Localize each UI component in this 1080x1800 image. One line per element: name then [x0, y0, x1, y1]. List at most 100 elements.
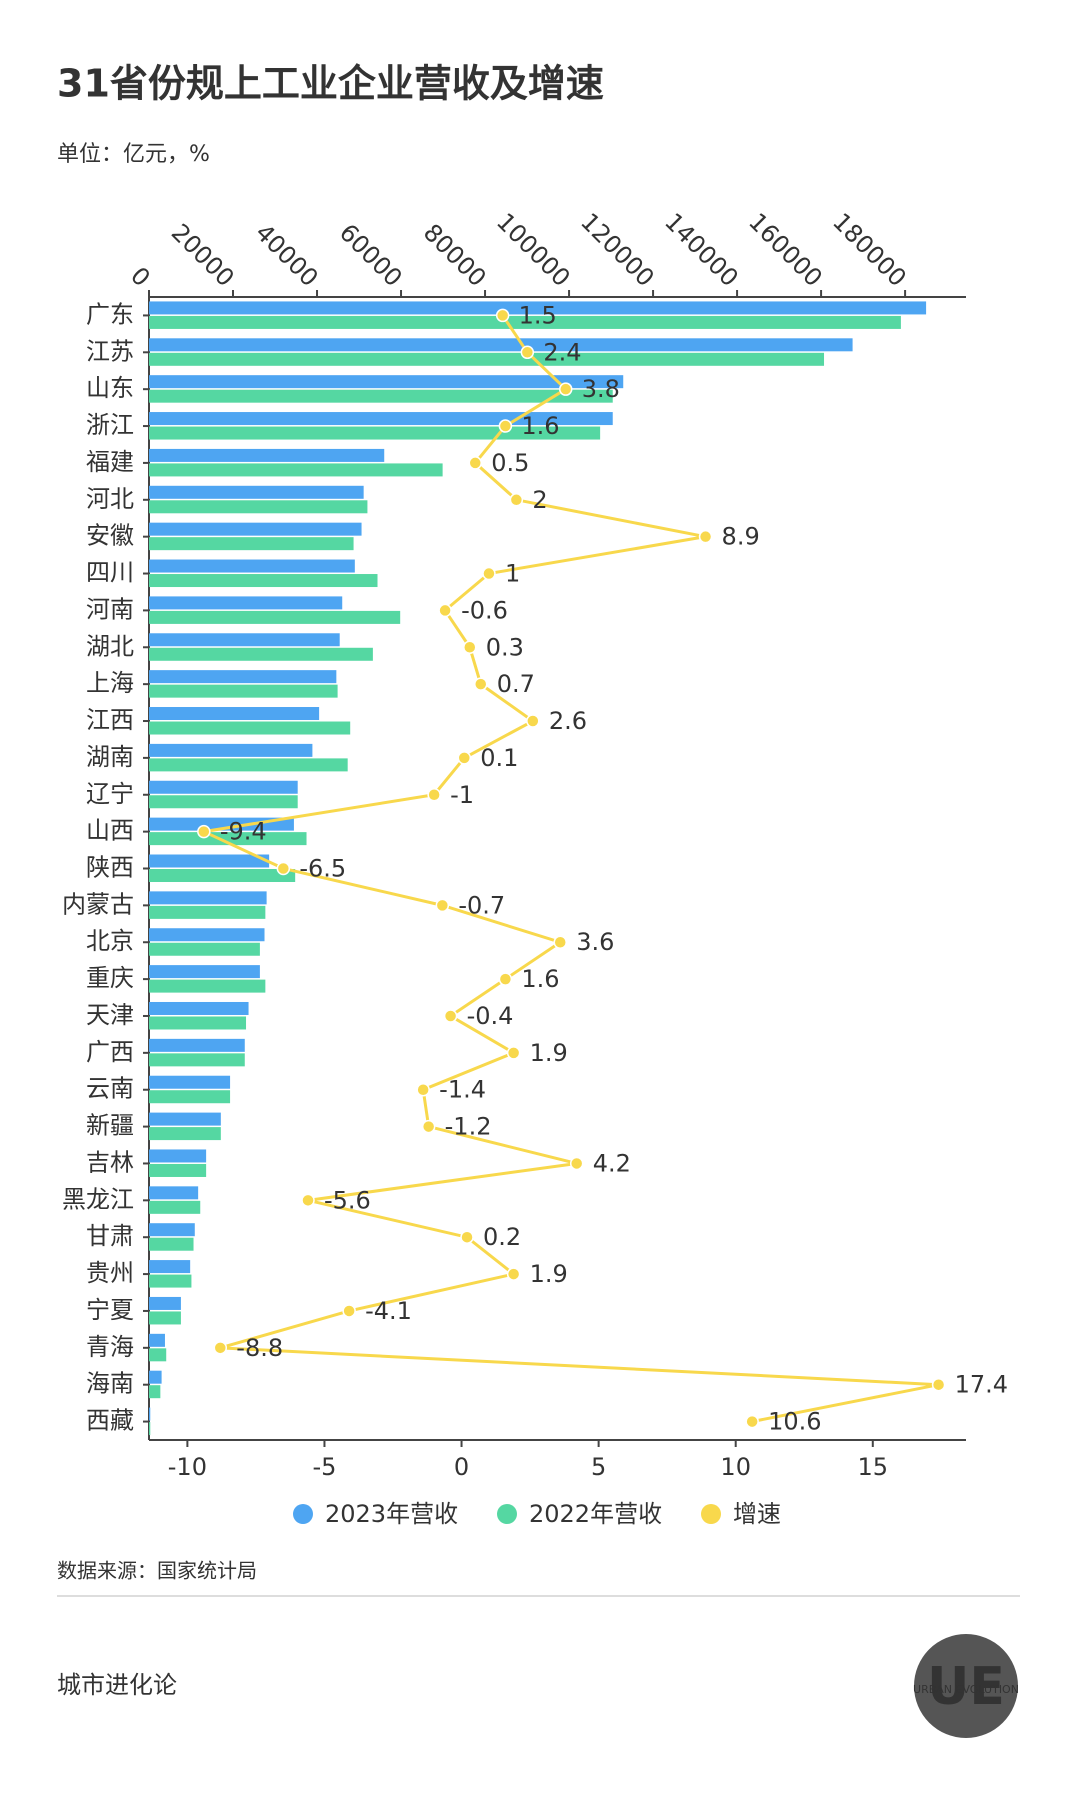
value-label: 0.3 [486, 633, 524, 661]
value-label: 17.4 [955, 1371, 1008, 1399]
growth-point [698, 529, 713, 544]
bar [149, 463, 443, 477]
bar [149, 891, 267, 905]
growth-point [342, 1304, 356, 1318]
growth-point [416, 1082, 430, 1097]
growth-point [482, 566, 496, 581]
x-tick-label: 100000 [491, 208, 576, 293]
bar [149, 1053, 245, 1067]
bar [149, 780, 298, 794]
value-label: -6.5 [299, 855, 346, 883]
y-tick-label: 青海 [86, 1333, 134, 1361]
legend-label: 增速 [733, 1500, 781, 1528]
x2-tick-label: -10 [168, 1453, 207, 1481]
bar [149, 1200, 201, 1214]
y-tick-label: 江西 [86, 706, 134, 734]
value-label: 0.2 [483, 1223, 521, 1251]
legend-label: 2022年营收 [529, 1500, 662, 1528]
y-tick-label: 宁夏 [86, 1296, 134, 1324]
value-label: 0.7 [497, 670, 535, 698]
bar [149, 1274, 192, 1288]
growth-point [520, 345, 535, 360]
value-label: -9.4 [220, 818, 267, 846]
bar [149, 721, 351, 735]
value-label: -5.6 [324, 1186, 371, 1214]
bar [149, 1237, 194, 1251]
growth-point [468, 456, 483, 470]
y-tick-label: 福建 [86, 448, 134, 476]
bar [149, 854, 270, 868]
bar [149, 905, 266, 919]
y-tick-label: 吉林 [86, 1148, 134, 1176]
bar [149, 412, 613, 426]
growth-point [745, 1414, 759, 1429]
bar [149, 647, 373, 661]
growth-point [301, 1193, 315, 1208]
x-tick-label: 180000 [827, 208, 912, 293]
bar [149, 1311, 181, 1325]
bar [149, 743, 313, 757]
bar [149, 485, 364, 499]
bar [149, 795, 298, 809]
bar [149, 1163, 207, 1177]
y-tick-label: 内蒙古 [62, 890, 134, 918]
value-label: 1.9 [530, 1260, 568, 1288]
growth-point [197, 824, 211, 839]
bar [149, 633, 340, 647]
y-tick-label: 海南 [86, 1370, 134, 1398]
y-tick-label: 湖南 [86, 743, 134, 771]
bar [149, 1016, 247, 1030]
logo-text: UE [927, 1657, 1005, 1717]
bar [149, 559, 355, 573]
value-label: 1.9 [530, 1039, 568, 1067]
y-tick-label: 甘肃 [86, 1222, 134, 1250]
growth-point [443, 1009, 458, 1023]
value-label: -0.4 [467, 1002, 514, 1030]
bar [149, 1370, 162, 1384]
y-tick-label: 山西 [86, 817, 134, 845]
bar [149, 1422, 151, 1436]
bar [149, 707, 320, 721]
growth-point [509, 493, 524, 507]
growth-point [498, 419, 513, 433]
growth-point [460, 1230, 474, 1244]
legend-marker [701, 1504, 721, 1524]
value-label: 0.5 [491, 449, 529, 477]
bar [149, 928, 265, 942]
logo-subtext: URBAN EVOLUTION [913, 1683, 1019, 1696]
bar [149, 869, 296, 882]
value-label: -1.4 [439, 1076, 486, 1104]
bar [149, 596, 343, 610]
bar [149, 1112, 221, 1126]
growth-point [427, 788, 441, 802]
legend-marker [497, 1504, 517, 1524]
growth-point [506, 1046, 521, 1060]
value-label: -1.2 [445, 1113, 492, 1141]
bar [149, 301, 927, 315]
y-tick-label: 新疆 [86, 1112, 134, 1140]
bar [149, 1260, 191, 1274]
growth-point [506, 1267, 521, 1281]
value-label: 2.6 [549, 707, 587, 735]
x-tick-label: 60000 [334, 218, 408, 292]
y-tick-label: 重庆 [86, 964, 134, 992]
y-tick-label: 西藏 [86, 1407, 134, 1435]
growth-point [438, 603, 452, 618]
y-tick-label: 江苏 [86, 337, 134, 365]
value-label: -0.6 [461, 596, 508, 624]
bar [149, 338, 853, 352]
growth-point [569, 1156, 584, 1171]
growth-point [457, 751, 472, 765]
value-label: 4.2 [593, 1149, 631, 1177]
bar [149, 375, 624, 389]
logo-circle [914, 1634, 1018, 1738]
x-tick-label: 140000 [659, 208, 744, 293]
bar [149, 1001, 249, 1015]
growth-point [463, 640, 477, 655]
growth-point [553, 935, 567, 949]
value-label: 1.6 [521, 412, 559, 440]
value-label: 3.6 [576, 928, 614, 956]
value-label: 1.5 [519, 301, 557, 329]
bar [149, 522, 362, 536]
bar [149, 1186, 199, 1200]
